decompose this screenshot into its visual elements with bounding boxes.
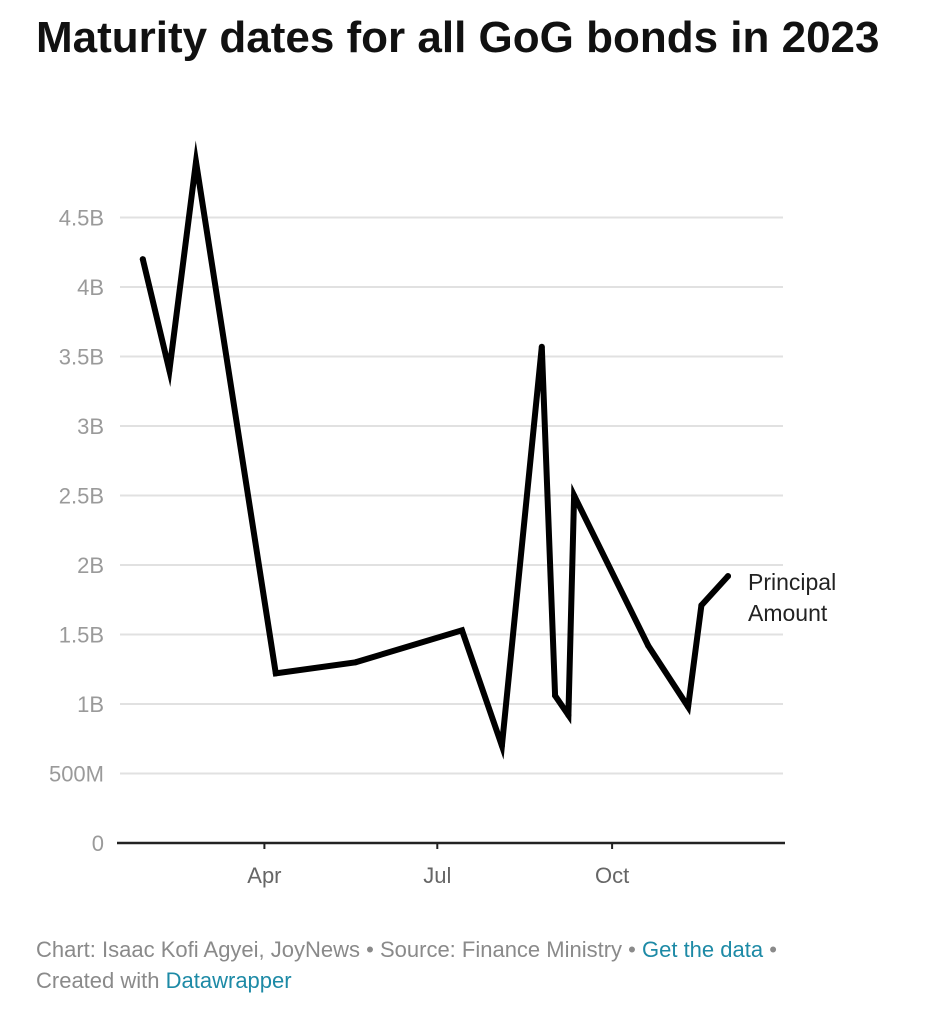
data-point (459, 627, 465, 634)
chart-footer: Chart: Isaac Kofi Agyei, JoyNews • Sourc… (36, 934, 916, 996)
x-axis-ticks: Apr Jul Oct (247, 843, 629, 888)
footer-created-with: Created with (36, 968, 160, 993)
y-tick-label: 4.5B (59, 206, 104, 231)
data-point (498, 742, 505, 749)
data-point (552, 692, 559, 699)
y-tick-label: 3.5B (59, 345, 104, 370)
data-point (139, 256, 146, 263)
data-point (352, 659, 359, 666)
y-axis-ticks: 0 500M 1B 1.5B 2B 2.5B 3B 3.5B 4B 4.5B (49, 206, 104, 857)
data-point (565, 712, 572, 719)
data-point (166, 367, 173, 374)
footer-separator: • (622, 937, 642, 962)
series-labels: Principal Amount (748, 569, 836, 626)
data-point (272, 670, 279, 677)
data-point (193, 158, 199, 165)
series-label-line: Amount (748, 600, 828, 626)
x-tick-label: Apr (247, 863, 281, 888)
series-label: Principal Amount (748, 569, 836, 626)
data-point (538, 343, 545, 350)
y-tick-label: 3B (77, 414, 104, 439)
y-tick-label: 1.5B (59, 623, 104, 648)
y-tick-label: 1B (77, 692, 104, 717)
data-point (685, 703, 692, 710)
data-point (571, 492, 578, 499)
data-point (725, 573, 731, 580)
footer-separator: • (360, 937, 380, 962)
footer-credit: Chart: Isaac Kofi Agyei, JoyNews (36, 937, 361, 962)
chart-title: Maturity dates for all GoG bonds in 2023 (36, 13, 880, 62)
y-tick-label: 2.5B (59, 484, 104, 509)
x-tick-label: Oct (595, 863, 629, 888)
datawrapper-link[interactable]: Datawrapper (165, 968, 292, 993)
series-line-principal-amount (139, 140, 731, 760)
y-tick-label: 500M (49, 762, 104, 787)
y-tick-label: 0 (92, 831, 104, 856)
series-layer (139, 140, 731, 760)
series-label-line: Principal (748, 569, 836, 595)
get-the-data-link[interactable]: Get the data (642, 937, 764, 962)
y-tick-label: 4B (77, 275, 104, 300)
x-tick-label: Jul (423, 863, 451, 888)
y-tick-label: 2B (77, 553, 104, 578)
data-point (645, 642, 652, 649)
footer-source: Source: Finance Ministry (379, 937, 623, 962)
footer-separator: • (763, 937, 777, 962)
data-point (698, 602, 705, 609)
